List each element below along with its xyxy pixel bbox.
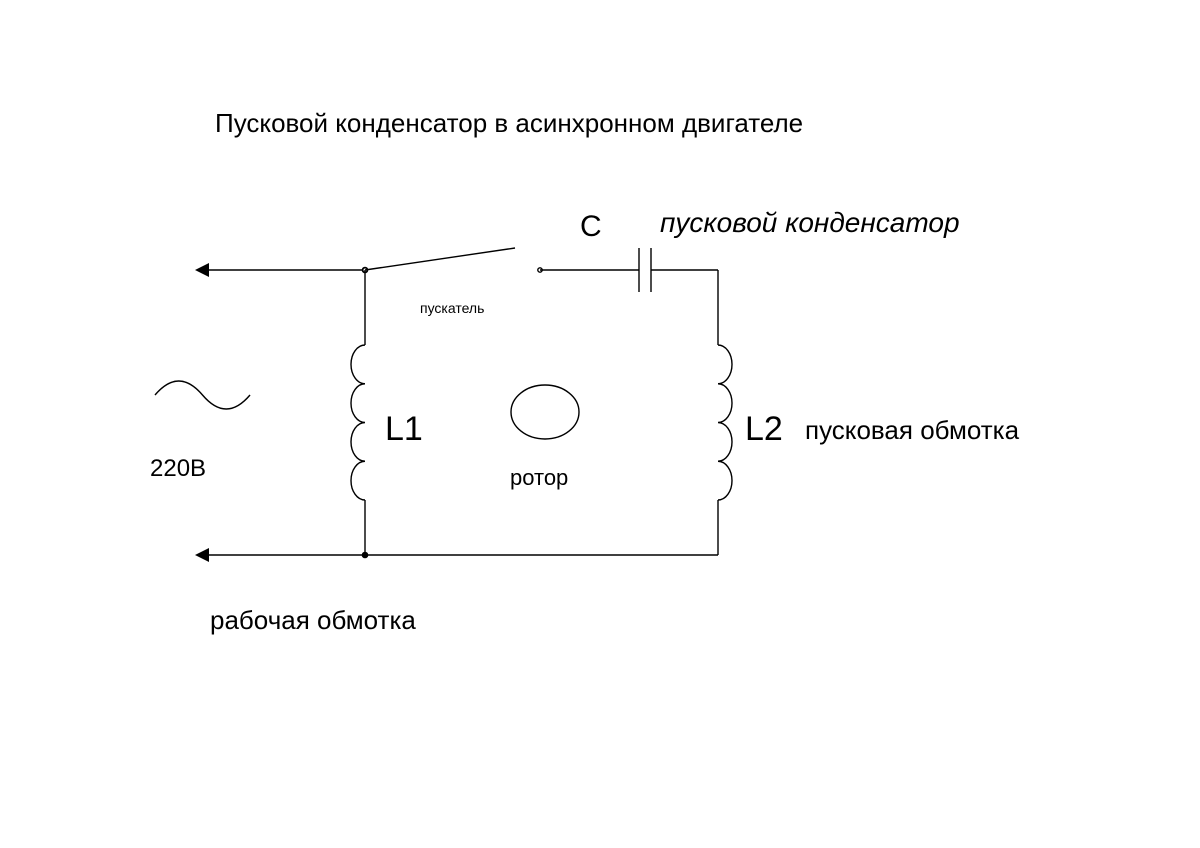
label-starting-winding: пусковая обмотка (805, 415, 1019, 446)
label-l2: L2 (745, 410, 783, 449)
label-c: С (580, 210, 602, 244)
label-l1: L1 (385, 410, 423, 449)
diagram-title: Пусковой конденсатор в асинхронном двига… (215, 108, 803, 139)
label-starter: пускатель (420, 300, 484, 316)
label-rotor: ротор (510, 465, 568, 491)
circuit-diagram: Пусковой конденсатор в асинхронном двига… (0, 0, 1200, 848)
label-voltage: 220В (150, 455, 206, 483)
label-working-winding: рабочая обмотка (210, 605, 416, 636)
label-starting-capacitor: пусковой конденсатор (660, 207, 960, 239)
